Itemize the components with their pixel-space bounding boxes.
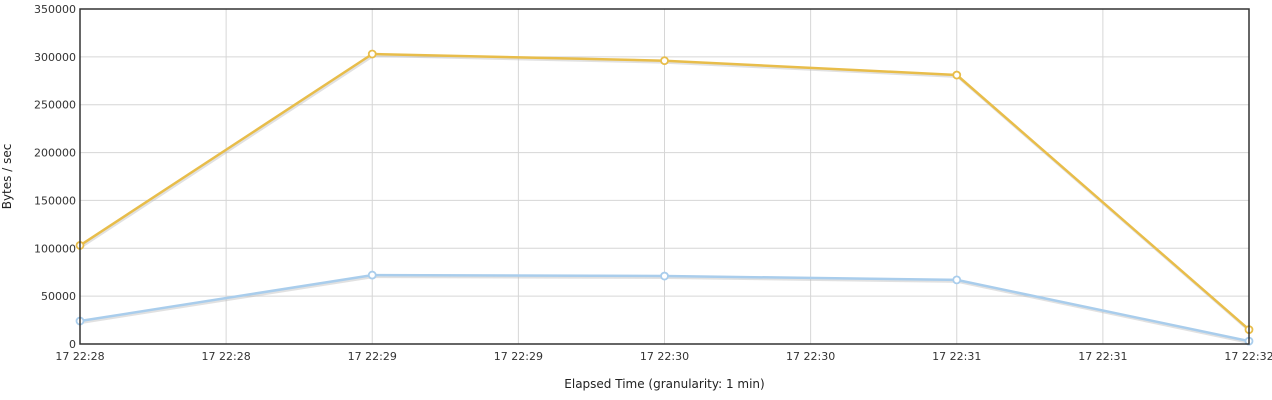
x-axis-title: Elapsed Time (granularity: 1 min) — [564, 377, 764, 391]
series-layer — [75, 49, 1254, 346]
data-point[interactable] — [367, 49, 377, 59]
x-tick-label: 17 22:31 — [1078, 350, 1127, 363]
x-tick-label: 17 22:30 — [786, 350, 835, 363]
series-line-shadow — [80, 275, 1251, 345]
y-tick-label: 300000 — [34, 51, 76, 64]
data-point[interactable] — [660, 271, 669, 281]
x-tick-label: 17 22:29 — [348, 350, 397, 363]
data-point[interactable] — [952, 275, 962, 285]
plot-area-frame — [79, 8, 1250, 345]
x-tick-label: 17 22:29 — [494, 350, 543, 363]
y-tick-label: 150000 — [34, 194, 76, 207]
x-tick-label: 17 22:28 — [55, 350, 104, 363]
y-tick-label: 0 — [69, 338, 76, 351]
y-tick-label: 50000 — [41, 290, 76, 303]
x-tick-label: 17 22:31 — [932, 350, 981, 363]
x-tick-label: 17 22:32 — [1224, 350, 1272, 363]
data-point[interactable] — [367, 270, 377, 280]
y-tick-label: 100000 — [34, 242, 76, 255]
x-axis-ticks: 17 22:28 17 22:28 17 22:29 17 22:29 17 22:30… — [55, 350, 1272, 363]
y-axis-ticks: 0 50000 100000 150000 200000 250000 300000 3500… — [34, 3, 76, 351]
y-tick-label: 350000 — [34, 3, 76, 16]
data-point[interactable] — [660, 56, 669, 66]
y-tick-label: 250000 — [34, 99, 76, 112]
y-axis-title: Bytes / sec — [0, 144, 14, 210]
y-tick-label: 200000 — [34, 147, 76, 160]
x-tick-label: 17 22:30 — [640, 350, 689, 363]
series-line-shadow — [80, 53, 1251, 333]
x-tick-label: 17 22:28 — [202, 350, 251, 363]
data-point[interactable] — [952, 70, 962, 80]
